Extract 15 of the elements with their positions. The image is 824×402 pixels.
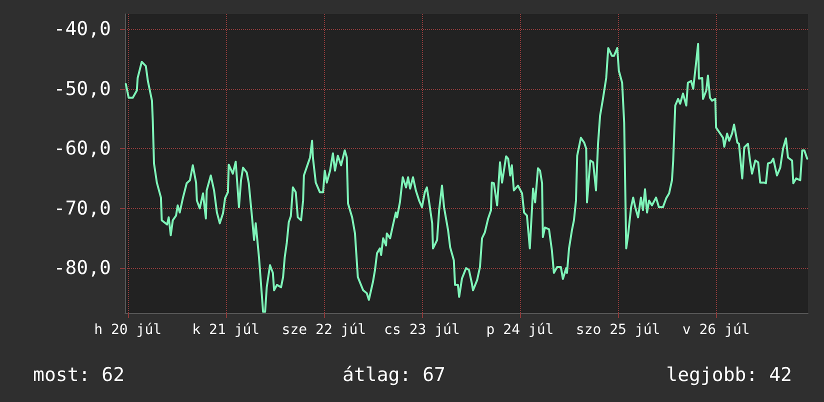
x-tick-label: sze 22 júl [282, 322, 366, 338]
x-tick-label: v 26 júl [682, 322, 750, 338]
y-tick-label: -40,0 [54, 18, 111, 40]
y-tick-label: -60,0 [54, 138, 111, 160]
x-tick-label: cs 23 júl [384, 322, 460, 338]
text: legjobb: 42 [666, 364, 792, 386]
text: átlag: 67 [342, 364, 446, 386]
x-tick-label: p 24 júl [486, 322, 554, 338]
y-tick-label: -70,0 [54, 197, 111, 220]
x-tick-label: k 21 júl [192, 322, 260, 338]
text: most: 62 [33, 364, 125, 386]
x-tick-label: szo 25 júl [576, 322, 660, 338]
x-tick-label: h 20 júl [94, 322, 162, 338]
y-tick-label: -80,0 [54, 257, 111, 280]
y-tick-label: -50,0 [54, 78, 111, 100]
